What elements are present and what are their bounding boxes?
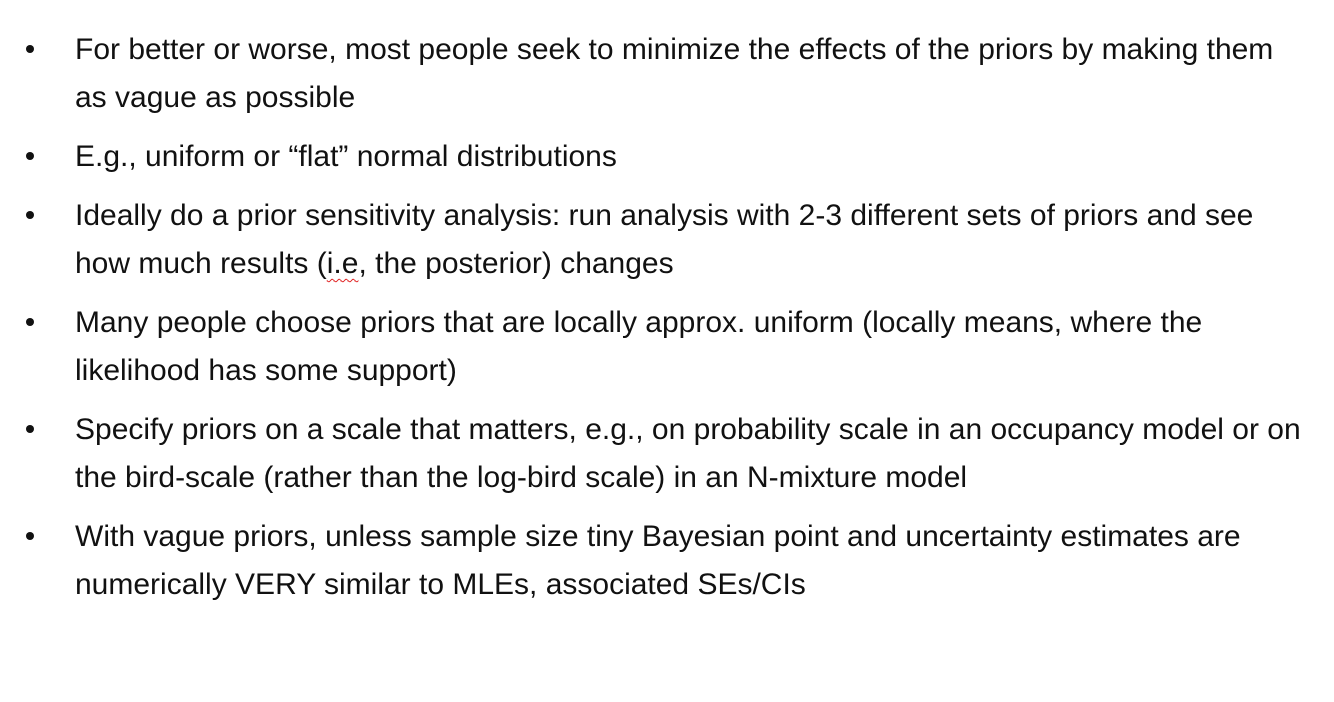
bullet-icon xyxy=(26,45,34,53)
spellcheck-flagged-word[interactable]: i.e xyxy=(326,247,359,280)
bullet-text-part: Ideally do a prior sensitivity analysis:… xyxy=(75,199,1254,280)
bullet-text: Specify priors on a scale that matters, … xyxy=(75,413,1301,494)
bullet-icon xyxy=(26,425,34,433)
bullet-text: For better or worse, most people seek to… xyxy=(75,33,1274,114)
list-item: E.g., uniform or “flat” normal distribut… xyxy=(0,133,1334,181)
list-item: Specify priors on a scale that matters, … xyxy=(0,406,1334,502)
list-item: For better or worse, most people seek to… xyxy=(0,26,1334,122)
bullet-icon xyxy=(26,152,34,160)
bullet-icon xyxy=(26,318,34,326)
bullet-text: With vague priors, unless sample size ti… xyxy=(75,520,1241,601)
bullet-text: E.g., uniform or “flat” normal distribut… xyxy=(75,140,617,173)
bullet-text: Many people choose priors that are local… xyxy=(75,306,1203,387)
list-item: With vague priors, unless sample size ti… xyxy=(0,513,1334,609)
bullet-icon xyxy=(26,211,34,219)
list-item: Ideally do a prior sensitivity analysis:… xyxy=(0,192,1334,288)
bullet-icon xyxy=(26,532,34,540)
bullet-text: Ideally do a prior sensitivity analysis:… xyxy=(75,192,1304,288)
list-item: Many people choose priors that are local… xyxy=(0,299,1334,395)
bullet-list: For better or worse, most people seek to… xyxy=(0,26,1334,620)
bullet-text-part: , the posterior) changes xyxy=(358,247,674,280)
